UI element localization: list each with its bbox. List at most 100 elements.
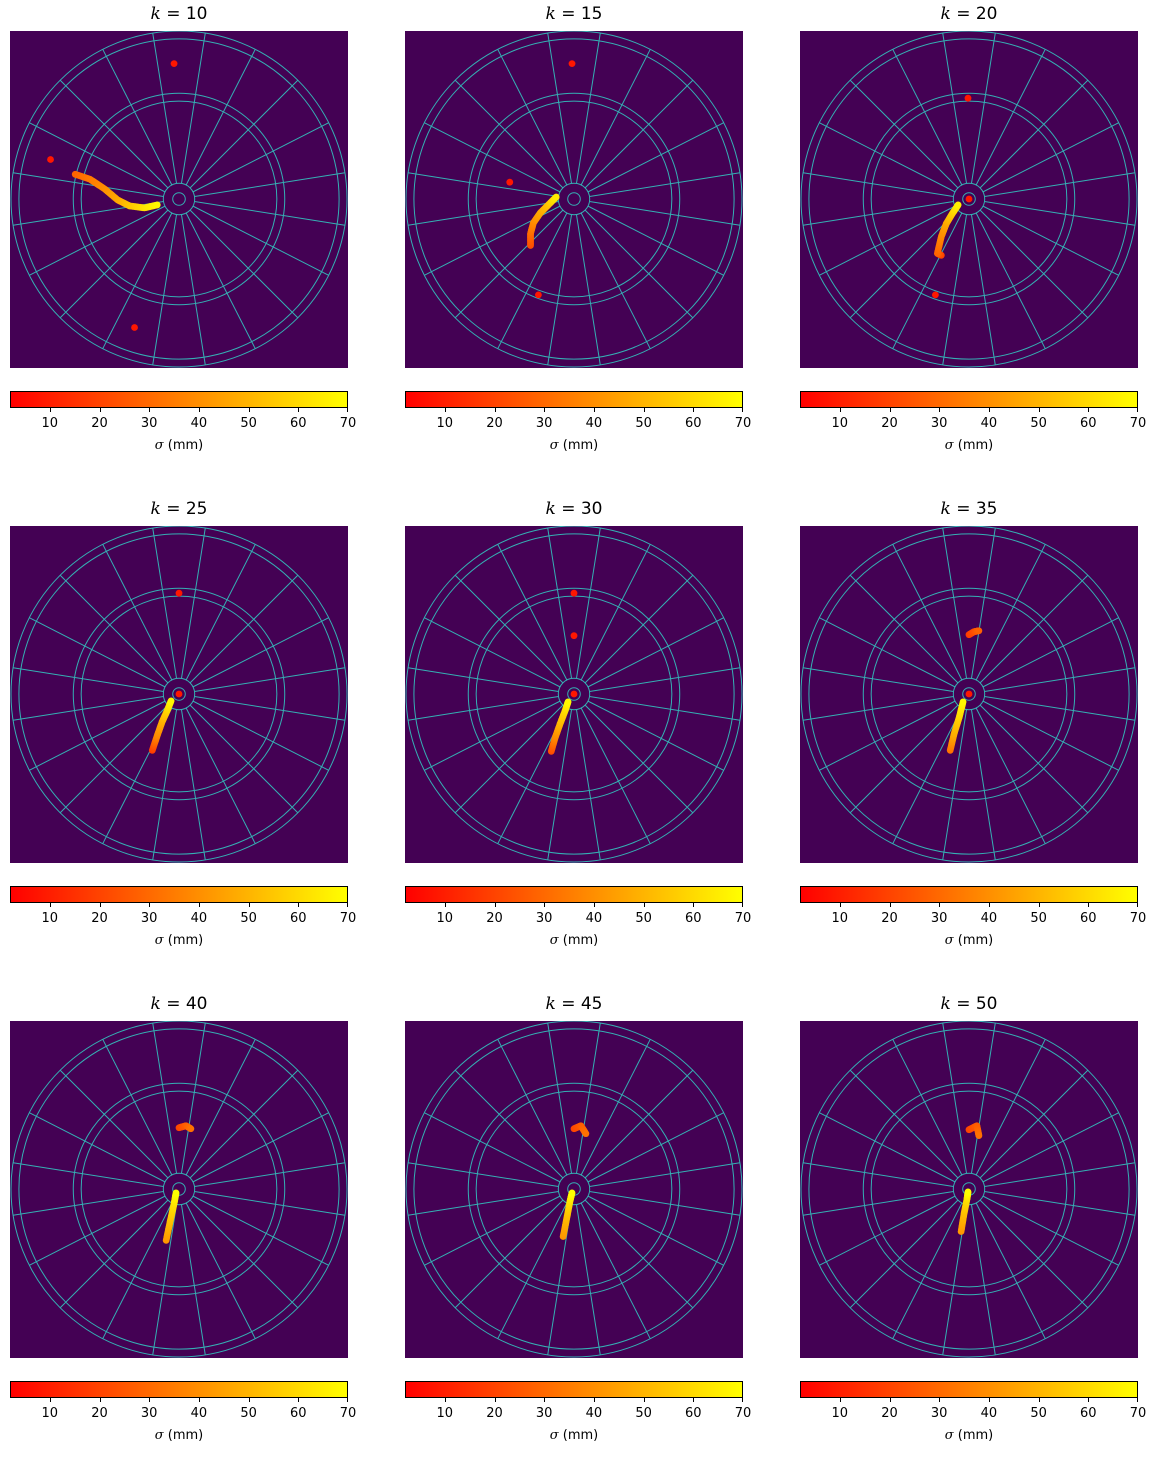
- board-sector-line-5: [942, 527, 968, 679]
- subplot-title: k = 45: [405, 994, 743, 1014]
- board-ring-0: [962, 192, 976, 206]
- board-sector-line-18: [192, 1195, 329, 1266]
- board-sector-line-5: [152, 1022, 178, 1174]
- board-sector-line-8: [424, 122, 561, 193]
- board-ring-1: [162, 182, 196, 216]
- board-ring-3: [72, 1082, 286, 1296]
- colorbar-tick-mark: [839, 408, 841, 412]
- data-point: [570, 632, 578, 640]
- board-sector-line-16: [975, 1202, 1046, 1339]
- colorbar-tick-mark: [1088, 1398, 1090, 1402]
- board-sector-line-4: [180, 527, 206, 679]
- colorbar-tick-label: 40: [190, 416, 208, 431]
- board-sector-line-0: [984, 172, 1136, 198]
- board-sector-line-19: [984, 695, 1136, 721]
- subplot-40: k = 40 10 20 30 40 50 60 70 σ (mm): [10, 990, 390, 1460]
- colorbar-tick-mark: [1038, 408, 1040, 412]
- colorbar-tick-mark: [1088, 408, 1090, 412]
- colorbar-tick-mark: [693, 408, 695, 412]
- colorbar-tick-label: 10: [436, 416, 454, 431]
- colorbar-tick-mark: [643, 1398, 645, 1402]
- data-point: [564, 698, 572, 706]
- board-ring-3: [467, 587, 681, 801]
- colorbar-tick-mark: [939, 1398, 941, 1402]
- board-ring-4: [808, 1028, 1130, 1350]
- board-sector-line-4: [970, 527, 996, 679]
- data-point: [975, 1132, 983, 1140]
- colorbar-tick-mark: [742, 408, 743, 412]
- colorbar-tick-label: 60: [1080, 1406, 1097, 1421]
- board-sector-line-13: [892, 707, 963, 844]
- dartboard-plot: [10, 31, 348, 368]
- board-sector-line-13: [892, 212, 963, 349]
- colorbar-tick-label: 30: [140, 416, 158, 431]
- board-ring-4: [413, 38, 735, 360]
- title-symbol: k: [940, 994, 951, 1014]
- board-sector-line-12: [59, 704, 169, 814]
- board-sector-line-9: [407, 172, 559, 198]
- colorbar-tick-mark: [248, 903, 250, 907]
- colorbar-tick-mark: [839, 1398, 841, 1402]
- board-sector-line-1: [192, 617, 329, 688]
- title-value: 15: [580, 4, 603, 24]
- title-value: 35: [975, 499, 998, 519]
- board-sector-line-5: [942, 32, 968, 184]
- board-sector-line-3: [975, 49, 1046, 186]
- board-ring-3: [862, 1082, 1076, 1296]
- title-equals: =: [555, 499, 581, 519]
- colorbar-tick-label: 60: [290, 1406, 307, 1421]
- title-symbol: k: [150, 499, 161, 519]
- subplot-10: k = 10 10 20 30 40 50 60 70 σ (mm): [10, 0, 390, 470]
- colorbar-tick-label: 60: [685, 1406, 702, 1421]
- colorbar: [800, 1381, 1138, 1398]
- board-sector-line-19: [589, 1190, 741, 1216]
- board-ring-2: [870, 595, 1068, 793]
- colorbar-tick-mark: [298, 408, 300, 412]
- colorbar: [10, 886, 348, 903]
- board-ring-2: [80, 1090, 278, 1288]
- colorbar-label-unit: (mm): [163, 1428, 204, 1443]
- board-sector-line-16: [185, 212, 256, 349]
- colorbar-tick-mark: [347, 1398, 348, 1402]
- board-sector-line-5: [547, 32, 573, 184]
- board-sector-line-3: [580, 49, 651, 186]
- dartboard-plot: [405, 526, 743, 863]
- board-sector-line-18: [587, 700, 724, 771]
- data-point: [187, 1125, 195, 1133]
- dartboard-plot: [10, 1021, 348, 1358]
- dartboard-plot: [800, 31, 1138, 368]
- board-sector-line-6: [102, 544, 173, 681]
- colorbar-tick-mark: [198, 903, 200, 907]
- data-point: [959, 698, 967, 706]
- data-point: [535, 291, 542, 299]
- colorbar-tick-label: 10: [436, 911, 454, 926]
- colorbar-tick-mark: [49, 1398, 51, 1402]
- colorbar-tick-mark: [643, 408, 645, 412]
- colorbar-tick-mark: [494, 1398, 496, 1402]
- colorbar-ticks: 10 20 30 40 50 60 70: [800, 903, 1146, 927]
- board-sector-line-4: [970, 1022, 996, 1174]
- subplot-title: k = 50: [800, 994, 1138, 1014]
- board-sector-line-16: [580, 212, 651, 349]
- board-sector-line-0: [194, 667, 346, 693]
- colorbar-tick-mark: [494, 903, 496, 907]
- colorbar-tick-label: 50: [1030, 416, 1047, 431]
- data-point: [570, 690, 578, 698]
- colorbar-tick-label: 20: [91, 416, 108, 431]
- title-symbol: k: [545, 499, 556, 519]
- board-sector-line-0: [194, 172, 346, 198]
- board-sector-line-0: [589, 1162, 741, 1188]
- board-sector-line-13: [497, 1202, 568, 1339]
- board-ring-2: [475, 1090, 673, 1288]
- board-ring-5: [800, 1021, 1138, 1358]
- colorbar: [800, 391, 1138, 408]
- board-sector-line-6: [102, 49, 173, 186]
- board-sector-line-11: [29, 700, 166, 771]
- colorbar-label: σ (mm): [405, 438, 743, 453]
- data-point: [954, 201, 962, 209]
- colorbar-label-unit: (mm): [163, 933, 204, 948]
- colorbar-tick-mark: [1088, 903, 1090, 907]
- board-sector-line-9: [12, 667, 164, 693]
- board-sector-line-18: [587, 205, 724, 276]
- subplot-title: k = 20: [800, 4, 1138, 24]
